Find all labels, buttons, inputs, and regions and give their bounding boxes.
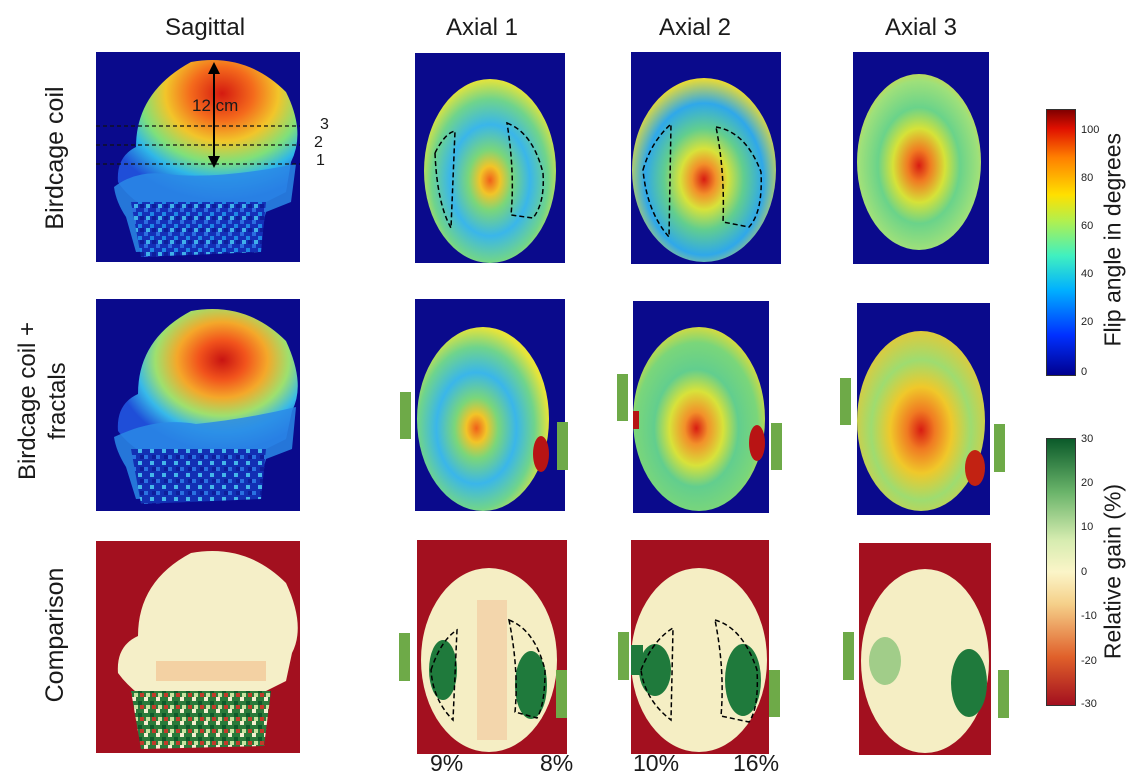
column-title-sagittal: Sagittal	[164, 14, 246, 41]
row-label-birdcage: Birdcage coil	[41, 86, 69, 230]
gain-tick-minus10: -10	[1081, 610, 1097, 622]
row-label-birdcage-fractals: Birdcage coil + fractals	[13, 301, 75, 501]
gain-tick-20: 20	[1081, 477, 1094, 489]
axial3-birdcage-map	[853, 52, 989, 264]
column-title-axial-2: Axial 2	[658, 14, 732, 41]
flip-angle-axis-label: Flip angle in degrees	[1099, 132, 1126, 347]
axial2-birdcage-map	[631, 52, 781, 264]
fractal-marker	[843, 632, 854, 680]
row-label-comparison: Comparison	[41, 567, 69, 703]
axial2-comparison-map	[631, 540, 769, 754]
axial2-fractals-map	[633, 301, 769, 513]
sagittal-birdcage-map	[96, 52, 300, 262]
fractal-marker	[557, 422, 568, 470]
flip-tick-80: 80	[1081, 172, 1094, 184]
gain-tick-10: 10	[1081, 521, 1094, 533]
fractal-marker	[618, 632, 629, 680]
sagittal-fractals-map	[96, 299, 300, 511]
fractal-marker	[617, 374, 628, 421]
axial3-comparison-map	[859, 543, 991, 755]
slice-number-2: 2	[314, 134, 323, 151]
gain-tick-minus30: -30	[1081, 698, 1097, 710]
row-label-birdcage-fractals-line2: fractals	[44, 362, 71, 440]
fractal-marker	[771, 423, 782, 470]
gain-axial2-left: 10%	[633, 750, 680, 776]
fractal-marker	[998, 670, 1009, 718]
relative-gain-axis-label: Relative gain (%)	[1099, 483, 1126, 660]
flip-tick-40: 40	[1081, 268, 1094, 280]
gain-tick-30: 30	[1081, 433, 1094, 445]
slice-number-1: 1	[316, 152, 325, 169]
flip-tick-20: 20	[1081, 316, 1094, 328]
fractal-marker	[399, 633, 410, 681]
dimension-label: 12 cm	[192, 96, 239, 115]
row-label-birdcage-fractals-line1: Birdcage coil +	[14, 321, 41, 481]
column-title-axial-1: Axial 1	[445, 14, 519, 41]
axial3-fractals-map	[857, 303, 990, 515]
axial1-fractals-map	[415, 299, 565, 511]
gain-tick-0: 0	[1081, 566, 1088, 578]
column-title-axial-3: Axial 3	[884, 14, 958, 41]
sagittal-comparison-map	[96, 541, 300, 753]
flip-tick-0: 0	[1081, 366, 1088, 378]
flip-tick-60: 60	[1081, 220, 1094, 232]
slice-number-3: 3	[320, 116, 329, 133]
gain-axial2-right: 16%	[733, 750, 780, 776]
gain-axial1-right: 8%	[540, 750, 574, 776]
fractal-marker	[400, 392, 411, 439]
fractal-marker	[994, 424, 1005, 472]
relative-gain-colorbar	[1046, 438, 1076, 706]
fractal-marker	[769, 670, 780, 717]
flip-tick-100: 100	[1081, 124, 1100, 136]
fractal-marker	[840, 378, 851, 425]
axial1-birdcage-map	[415, 53, 565, 263]
gain-axial1-left: 9%	[430, 750, 464, 776]
flip-angle-colorbar	[1046, 109, 1076, 376]
gain-tick-minus20: -20	[1081, 655, 1097, 667]
axial1-comparison-map	[417, 540, 567, 754]
fractal-marker	[556, 670, 567, 718]
